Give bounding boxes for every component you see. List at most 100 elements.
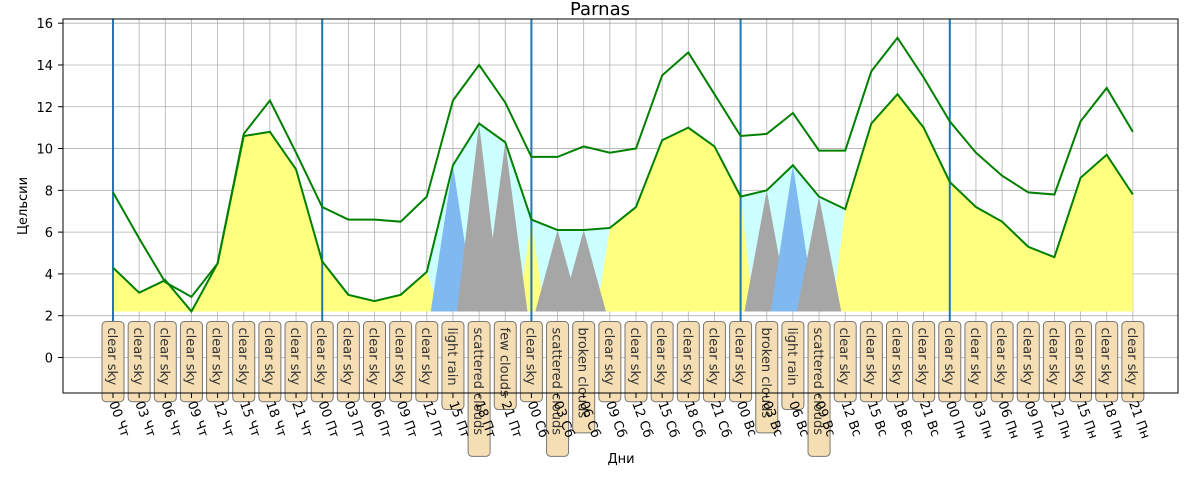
weather-label-box xyxy=(859,321,883,403)
weather-label-box xyxy=(886,321,909,403)
y-tick-label: 2 xyxy=(45,310,53,325)
weather-label-text: clear sky xyxy=(679,328,694,386)
weather-label-text: clear sky xyxy=(836,328,851,386)
weather-label-text: light rain xyxy=(444,328,459,386)
weather-label: clear sky xyxy=(833,321,857,403)
weather-label: clear sky xyxy=(859,321,883,403)
weather-label-text: clear sky xyxy=(104,328,119,386)
weather-label-text: clear sky xyxy=(235,328,250,386)
weather-label-text: clear sky xyxy=(993,328,1008,386)
weather-label: clear sky xyxy=(598,321,622,403)
weather-label: clear sky xyxy=(284,321,308,403)
weather-label-text: few clouds xyxy=(496,328,511,398)
weather-label: clear sky xyxy=(886,321,909,403)
y-tick-label: 14 xyxy=(36,59,53,74)
weather-label-box xyxy=(964,321,988,403)
weather-label-box xyxy=(493,321,517,411)
weather-label-box xyxy=(938,321,962,403)
y-tick-label: 4 xyxy=(45,268,53,283)
weather-label-box xyxy=(441,321,465,411)
weather-label: clear sky xyxy=(258,321,282,403)
weather-label-box xyxy=(702,321,726,403)
weather-label: few clouds xyxy=(493,321,517,411)
weather-label: scattered clouds xyxy=(807,321,831,457)
weather-label: light rain xyxy=(781,321,805,411)
y-axis-label: Цельсии xyxy=(16,177,31,235)
weather-label-box xyxy=(1095,321,1119,403)
weather-label-text: clear sky xyxy=(209,328,224,386)
weather-label: scattered clouds xyxy=(467,321,491,457)
weather-label-box xyxy=(258,321,282,403)
weather-label-box xyxy=(101,321,125,403)
weather-label-box xyxy=(755,321,779,434)
weather-label-box xyxy=(1016,321,1040,403)
weather-label-box xyxy=(232,321,256,403)
plot-area: clear sky clear sky clear sky clear sky clea… xyxy=(36,17,1179,457)
weather-label: clear sky xyxy=(153,321,177,403)
weather-label: clear sky xyxy=(990,321,1014,403)
weather-label-text: clear sky xyxy=(627,328,642,386)
weather-label: clear sky xyxy=(624,321,648,403)
weather-label-box xyxy=(467,321,491,457)
weather-label-text: broken clouds xyxy=(575,328,590,419)
weather-label-text: clear sky xyxy=(366,328,381,386)
temperature-line xyxy=(112,92,1134,314)
weather-label-text: clear sky xyxy=(287,328,302,386)
weather-label: clear sky xyxy=(912,321,936,403)
weather-label-text: clear sky xyxy=(705,328,720,386)
weather-label-box xyxy=(284,321,308,403)
weather-label-text: light rain xyxy=(784,328,799,386)
weather-label-text: scattered clouds xyxy=(549,328,564,436)
weather-label: clear sky xyxy=(964,321,988,403)
weather-label: clear sky xyxy=(206,321,230,403)
clear-sky-area xyxy=(832,94,1133,312)
weather-label-box xyxy=(179,321,203,403)
weather-label-box xyxy=(206,321,230,403)
weather-label: broken clouds xyxy=(572,321,596,434)
weather-label-box xyxy=(833,321,857,403)
weather-label-box xyxy=(519,321,543,403)
weather-label-box xyxy=(650,321,674,403)
plot-frame xyxy=(62,18,1179,394)
weather-label-box xyxy=(624,321,648,403)
weather-label: clear sky xyxy=(1121,321,1145,403)
weather-label-text: clear sky xyxy=(339,328,354,386)
weather-label: broken clouds xyxy=(755,321,779,434)
weather-label-text: clear sky xyxy=(182,328,197,386)
weather-label-box xyxy=(389,321,413,403)
y-tick-label: 6 xyxy=(45,226,53,241)
weather-label-box xyxy=(546,321,570,457)
weather-label-box xyxy=(310,321,334,403)
temperature-line xyxy=(112,36,1134,299)
weather-label: clear sky xyxy=(1069,321,1093,403)
weather-label-box xyxy=(1069,321,1093,403)
weather-label: scattered clouds xyxy=(546,321,570,457)
weather-label-box xyxy=(572,321,596,434)
weather-label-text: clear sky xyxy=(1019,328,1034,386)
weather-label-text: clear sky xyxy=(522,328,537,386)
weather-label-box xyxy=(729,321,753,403)
weather-label-box xyxy=(990,321,1014,403)
weather-label-text: clear sky xyxy=(601,328,616,386)
weather-label-text: clear sky xyxy=(1098,328,1113,386)
weather-label-text: clear sky xyxy=(862,328,877,386)
weather-label-text: clear sky xyxy=(889,328,904,386)
cloud-area xyxy=(561,230,606,312)
weather-label-text: clear sky xyxy=(156,328,171,386)
weather-label: clear sky xyxy=(729,321,753,403)
weather-label: clear sky xyxy=(1016,321,1040,403)
weather-label-box xyxy=(127,321,151,403)
weather-label-text: broken clouds xyxy=(758,328,773,419)
weather-label-box xyxy=(336,321,360,403)
cloud-area xyxy=(796,196,842,312)
weather-label: clear sky xyxy=(336,321,360,403)
weather-label: clear sky xyxy=(389,321,413,403)
weather-label: clear sky xyxy=(127,321,151,403)
weather-label-text: scattered clouds xyxy=(470,328,485,436)
chart-title: Parnas xyxy=(570,0,630,20)
weather-label-box xyxy=(912,321,936,403)
weather-label-box xyxy=(807,321,831,457)
weather-label-text: clear sky xyxy=(418,328,433,386)
y-tick-label: 0 xyxy=(45,351,53,366)
weather-label-text: clear sky xyxy=(1072,328,1087,386)
